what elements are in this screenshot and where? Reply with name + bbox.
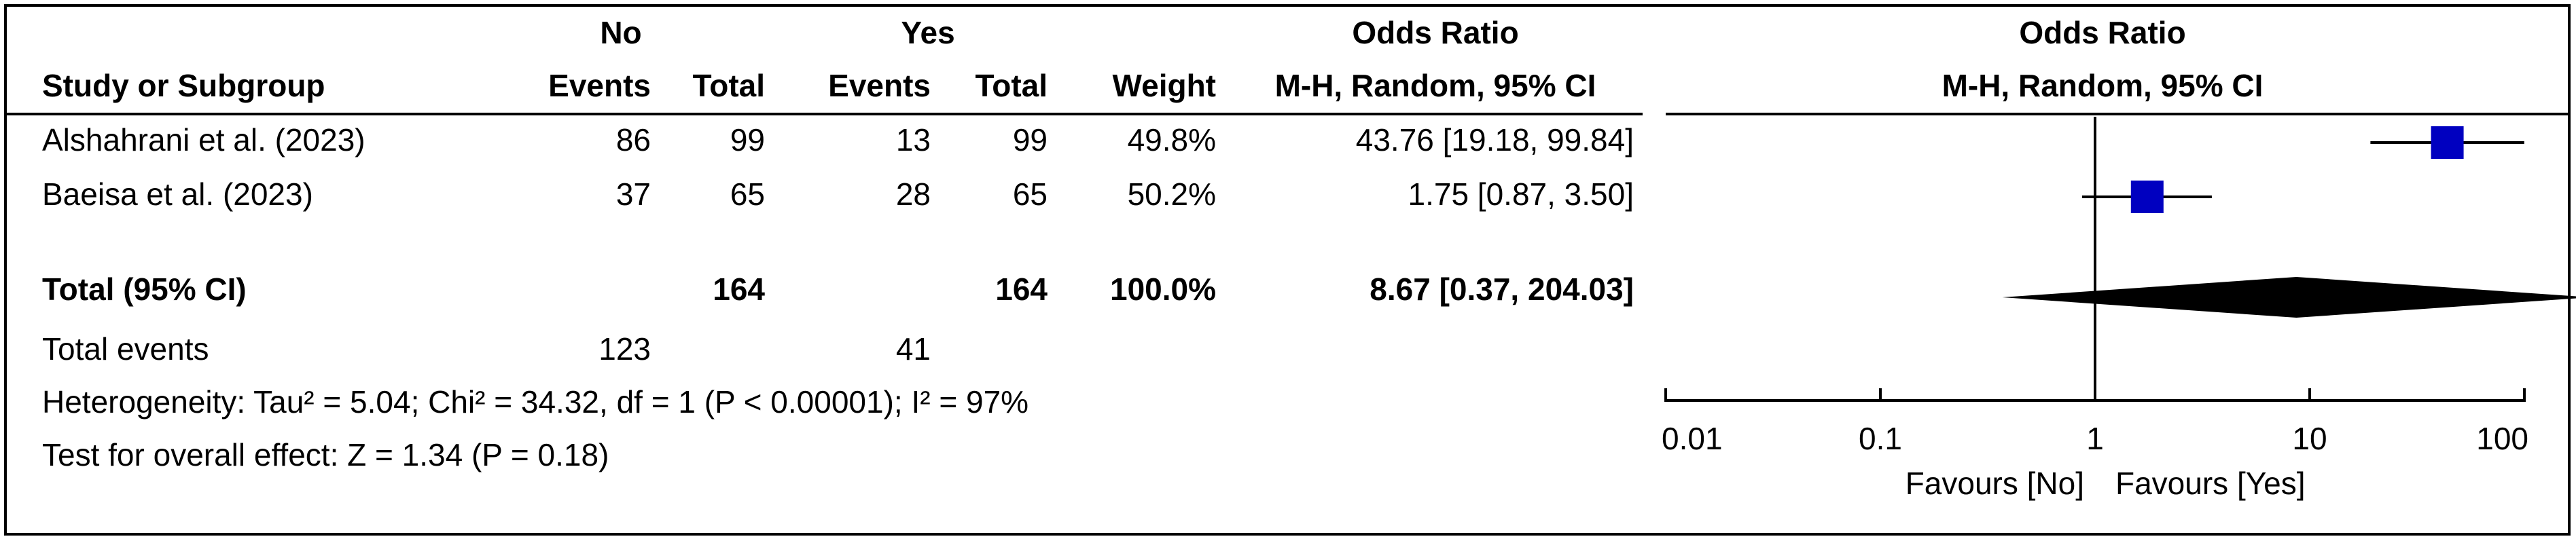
study-name: Baeisa et al. (2023) [42, 176, 313, 212]
group-yes-header: Yes [901, 15, 954, 50]
method-header: M-H, Random, 95% CI [1275, 68, 1596, 103]
plot-title: Odds Ratio [2019, 15, 2185, 50]
heterogeneity-stats: Heterogeneity: Tau² = 5.04; Chi² = 34.32… [42, 384, 1028, 419]
x-axis-tick-label: 10 [2292, 421, 2327, 456]
study-yes-total: 65 [1013, 176, 1048, 212]
total-events-no: 123 [598, 331, 651, 367]
overall-effect-test: Test for overall effect: Z = 1.34 (P = 0… [42, 437, 609, 472]
total-no-total: 164 [713, 272, 765, 307]
plot-method: M-H, Random, 95% CI [1942, 68, 2264, 103]
study-no-events: 86 [616, 122, 651, 157]
total-events-yes: 41 [896, 331, 931, 367]
total-weight: 100.0% [1110, 272, 1216, 307]
yes-events-header: Events [828, 68, 931, 103]
yes-total-header: Total [976, 68, 1048, 103]
study-no-total: 99 [730, 122, 765, 157]
favours-left-label: Favours [No] [1906, 466, 2084, 501]
pooled-estimate-diamond [2002, 277, 2576, 318]
x-axis-tick-label: 1 [2086, 421, 2104, 456]
study-point-estimate [2130, 181, 2164, 213]
study-column-header: Study or Subgroup [42, 68, 325, 103]
study-no-total: 65 [730, 176, 765, 212]
no-events-header: Events [548, 68, 651, 103]
no-total-header: Total [693, 68, 765, 103]
total-label: Total (95% CI) [42, 272, 247, 307]
total-events-label: Total events [42, 331, 209, 367]
study-point-estimate [2431, 126, 2464, 159]
figure-frame [4, 4, 2571, 536]
total-ci: 8.67 [0.37, 204.03] [1370, 272, 1634, 307]
study-ci: 1.75 [0.87, 3.50] [1408, 176, 1634, 212]
favours-right-label: Favours [Yes] [2115, 466, 2306, 501]
study-yes-events: 28 [896, 176, 931, 212]
group-no-header: No [600, 15, 641, 50]
study-ci: 43.76 [19.18, 99.84] [1356, 122, 1634, 157]
x-axis-tick-label: 0.01 [1662, 421, 1723, 456]
odds-ratio-header: Odds Ratio [1352, 15, 1518, 50]
study-no-events: 37 [616, 176, 651, 212]
study-yes-events: 13 [896, 122, 931, 157]
weight-header: Weight [1113, 68, 1216, 103]
total-yes-total: 164 [995, 272, 1048, 307]
x-axis-tick-label: 0.1 [1859, 421, 1902, 456]
study-yes-total: 99 [1013, 122, 1048, 157]
study-weight: 50.2% [1128, 176, 1216, 212]
study-weight: 49.8% [1128, 122, 1216, 157]
x-axis-tick-label: 100 [2476, 421, 2528, 456]
study-name: Alshahrani et al. (2023) [42, 122, 365, 157]
